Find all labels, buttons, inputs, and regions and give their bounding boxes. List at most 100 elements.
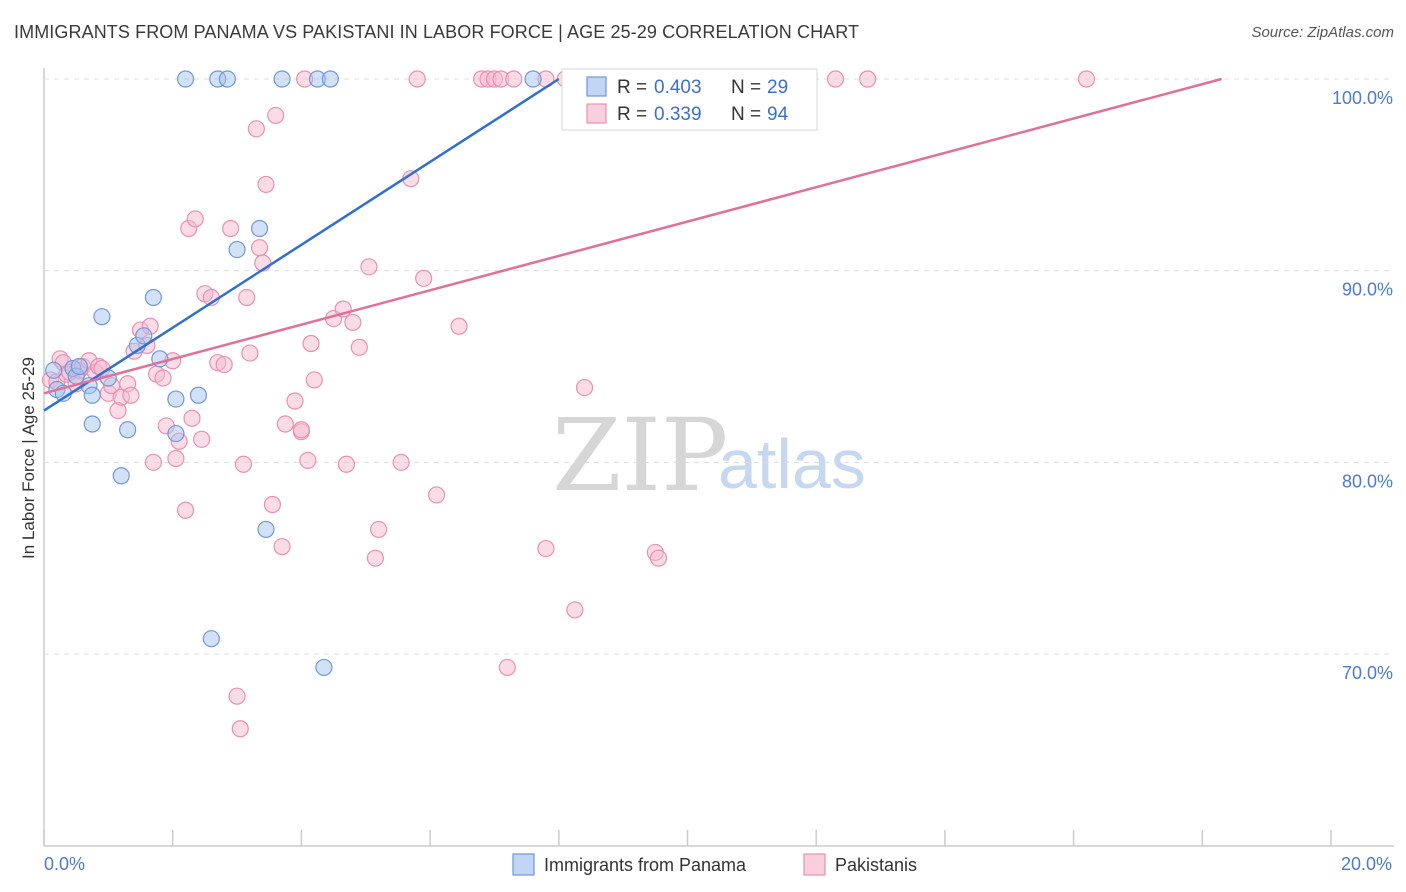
y-tick-label-80: 80.0% <box>1342 471 1393 491</box>
x-ticks <box>43 830 1332 846</box>
pakistani-point <box>498 658 516 677</box>
stat-n-value-panama: 29 <box>767 77 788 98</box>
panama-point <box>524 70 542 88</box>
bottom-legend: Immigrants from Panama Pakistanis <box>512 853 917 876</box>
pakistani-point <box>370 520 388 539</box>
legend-label-pakistani: Pakistanis <box>835 855 917 875</box>
pakistani-point <box>234 455 253 473</box>
pakistani-point <box>286 392 304 410</box>
stat-n-label-pakistani: N = <box>731 104 761 125</box>
pakistani-point <box>257 175 275 194</box>
pakistani-point <box>263 495 282 514</box>
pakistani-trend-line <box>43 77 1222 395</box>
pakistani-point <box>859 70 877 88</box>
pakistani-point <box>575 378 594 397</box>
pakistani-point <box>228 687 246 705</box>
pakistani-point <box>302 334 320 353</box>
panama-point <box>144 288 162 307</box>
legend-label-panama: Immigrants from Panama <box>544 855 747 875</box>
pakistani-point <box>649 549 668 567</box>
pakistani-point <box>186 210 204 228</box>
chart-title: IMMIGRANTS FROM PANAMA VS PAKISTANI IN L… <box>14 22 860 42</box>
stat-r-label-pakistani: R = <box>617 104 647 125</box>
y-tick-label-70: 70.0% <box>1342 663 1393 683</box>
stat-n-value-pakistani: 94 <box>767 104 789 125</box>
pakistani-point <box>350 338 368 356</box>
panama-point <box>315 658 333 677</box>
panama-point <box>257 520 275 539</box>
panama-point <box>176 70 195 88</box>
panama-point <box>112 467 130 485</box>
stat-r-value-panama: 0.403 <box>654 77 702 98</box>
pakistani-point <box>299 451 317 470</box>
pakistani-point <box>344 313 362 332</box>
pakistani-point <box>238 288 256 307</box>
pakistani-point <box>215 355 233 374</box>
pakistani-point <box>276 415 294 433</box>
pakistani-point <box>360 258 378 276</box>
trend-lines <box>43 77 1222 412</box>
panama-point <box>70 357 88 376</box>
legend-swatch-panama <box>512 853 535 876</box>
pakistani-point <box>292 421 310 439</box>
pakistani-point <box>144 453 162 471</box>
panama-point <box>167 390 185 408</box>
stat-r-value-pakistani: 0.339 <box>654 104 702 125</box>
pakistani-point <box>427 486 446 504</box>
stats-swatch-panama <box>586 76 607 97</box>
y-tick-label-90: 90.0% <box>1342 280 1393 300</box>
panama-point <box>273 70 291 88</box>
panama-trend-line <box>43 77 560 412</box>
panama-point <box>321 70 339 88</box>
pakistani-point <box>392 453 410 471</box>
gridlines <box>44 78 1394 655</box>
panama-point <box>83 415 101 433</box>
panama-point <box>93 308 111 326</box>
panama-point <box>228 240 246 259</box>
watermark-atlas: atlas <box>718 425 866 503</box>
stat-r-label-panama: R = <box>617 77 647 98</box>
pakistani-point <box>154 369 172 387</box>
pakistani-point <box>305 371 323 389</box>
pakistani-point <box>122 386 140 404</box>
pakistani-point <box>273 538 291 556</box>
pakistani-point <box>450 317 468 335</box>
series-panama <box>45 70 542 677</box>
pakistani-point <box>537 539 555 558</box>
panama-point <box>250 219 269 238</box>
panama-point <box>83 386 101 404</box>
pakistani-point <box>826 70 845 88</box>
pakistani-point <box>183 409 201 427</box>
watermark-zip: ZIP <box>552 397 728 514</box>
pakistani-point <box>193 430 211 448</box>
pakistani-point <box>366 549 385 567</box>
pakistani-point <box>1077 70 1096 88</box>
panama-point <box>202 630 220 648</box>
pakistani-point <box>408 70 426 88</box>
panama-point <box>45 361 63 379</box>
panama-point <box>218 70 236 88</box>
pakistani-point <box>415 269 433 287</box>
pakistani-point <box>505 70 523 88</box>
pakistani-point <box>250 239 269 257</box>
pakistani-point <box>231 720 249 738</box>
pakistani-point <box>337 455 356 473</box>
pakistani-point <box>241 344 259 362</box>
pakistani-point <box>566 601 584 619</box>
pakistani-point <box>247 120 265 138</box>
stats-legend: R = 0.403 N = 29 R = 0.339 N = 94 <box>561 68 818 131</box>
pakistani-point <box>222 219 240 238</box>
pakistani-point <box>167 449 185 468</box>
panama-point <box>189 386 208 404</box>
stats-swatch-pakistani <box>586 103 607 124</box>
panama-point <box>167 424 185 443</box>
x-tick-label-0: 0.0% <box>44 854 85 874</box>
pakistani-point <box>176 501 195 519</box>
source-label: Source: ZipAtlas.com <box>1251 24 1394 41</box>
x-tick-label-20: 20.0% <box>1341 854 1392 874</box>
y-axis-label: In Labor Force | Age 25-29 <box>19 357 38 559</box>
legend-swatch-pakistani <box>803 853 826 876</box>
panama-point <box>135 327 153 345</box>
stat-n-label-panama: N = <box>731 77 761 98</box>
